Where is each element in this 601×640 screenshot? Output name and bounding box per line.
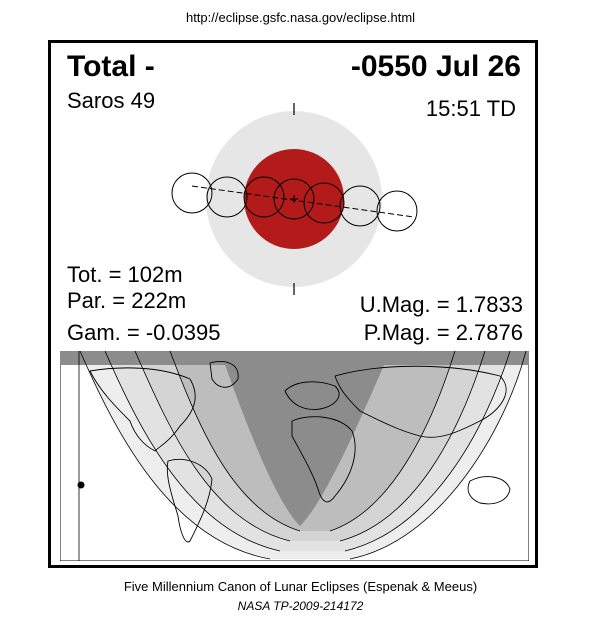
asia-outline [334, 365, 507, 438]
totality-duration: Tot. = 102m [67, 262, 183, 287]
eclipse-type: Total - [67, 50, 155, 83]
moon-path-line [191, 185, 415, 218]
moon-positions [171, 172, 418, 232]
canon-citation: Five Millennium Canon of Lunar Eclipses … [123, 579, 478, 594]
zone-boundary-curves [79, 351, 527, 560]
nasa-publication-id: NASA TP-2009-214172 [237, 599, 364, 613]
moon-position-p4 [376, 190, 418, 232]
penumbral-magnitude: P.Mag. = 2.7876 [363, 320, 523, 345]
south-america-outline [166, 459, 213, 543]
saros-number: Saros 49 [67, 88, 156, 113]
moon-position-p1 [171, 172, 213, 214]
moon-zenith-marker [77, 481, 85, 489]
visibility-zone-total [220, 351, 390, 526]
moon-position-u3 [303, 182, 345, 224]
moon-position-u4 [339, 185, 381, 227]
australia-outline [467, 476, 511, 505]
greenland-outline [209, 361, 239, 388]
eclipse-date: -0550 Jul 26 [350, 50, 521, 83]
europe-outline [284, 381, 340, 410]
umbral-magnitude: U.Mag. = 1.7833 [359, 292, 523, 317]
source-url: http://eclipse.gsfc.nasa.gov/eclipse.htm… [185, 10, 416, 25]
partial-duration: Par. = 222m [67, 288, 187, 313]
moon-position-u2 [243, 176, 285, 218]
eclipse-figure-frame [48, 40, 538, 568]
night-polar-band [60, 351, 529, 365]
gamma-value: Gam. = -0.0395 [67, 320, 221, 345]
moon-position-greatest [273, 178, 315, 220]
continent-outlines [89, 361, 511, 543]
greatest-eclipse-time: 15:51 TD [425, 96, 516, 121]
shadow-diagram [171, 103, 418, 295]
africa-outline [291, 416, 356, 503]
north-america-outline [89, 367, 196, 452]
visibility-world-map [60, 351, 529, 561]
moon-position-u1 [206, 176, 248, 218]
